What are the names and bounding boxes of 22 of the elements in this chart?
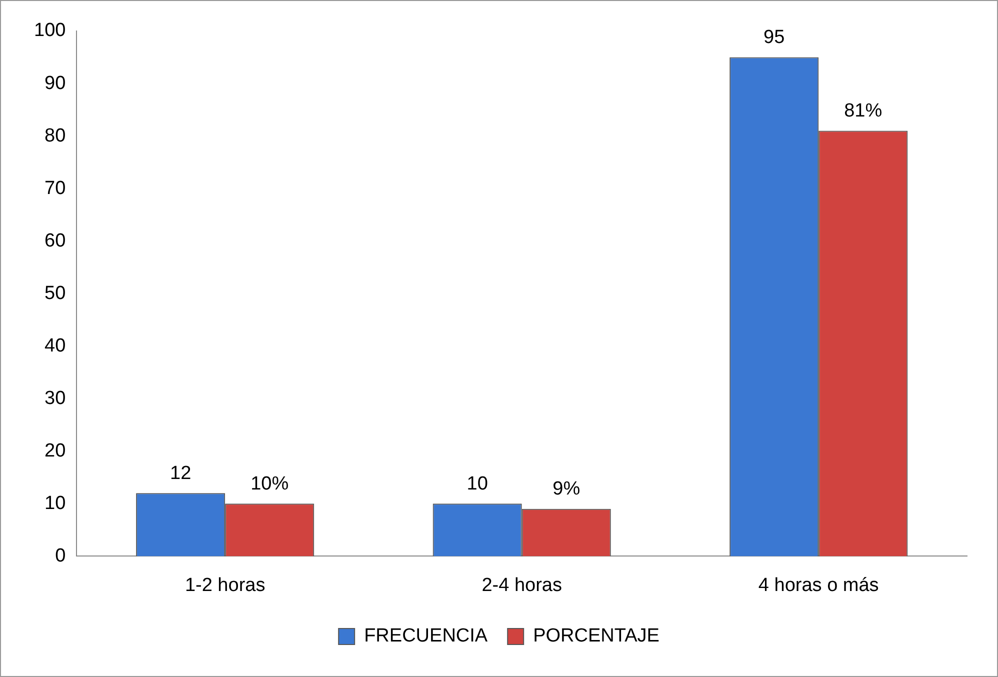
data-label: 81%	[844, 100, 882, 122]
legend-label: FRECUENCIA	[364, 626, 488, 647]
y-tick-label: 100	[34, 20, 66, 42]
y-tick-label: 50	[44, 282, 66, 304]
y-tick-label: 20	[44, 440, 66, 462]
x-tick-label: 2-4 horas	[482, 574, 562, 596]
data-label: 10	[466, 473, 488, 494]
data-label: 9%	[552, 478, 580, 500]
y-tick-label: 10	[44, 492, 66, 514]
y-tick-label: 40	[44, 335, 66, 356]
y-tick-label: 70	[44, 178, 66, 199]
y-tick-label: 90	[44, 72, 66, 94]
x-tick-label: 4 horas o más	[758, 574, 879, 596]
data-label: 12	[170, 462, 192, 484]
x-tick-label: 1-2 horas	[184, 574, 266, 596]
y-tick-label: 30	[44, 388, 66, 409]
data-label: 95	[764, 26, 785, 48]
y-tick-label: 0	[55, 545, 66, 566]
legend-label: PORCENTAJE	[533, 626, 660, 647]
y-tick-label: 80	[44, 125, 66, 146]
data-label: 10%	[250, 473, 289, 494]
y-tick-label: 60	[44, 230, 66, 252]
